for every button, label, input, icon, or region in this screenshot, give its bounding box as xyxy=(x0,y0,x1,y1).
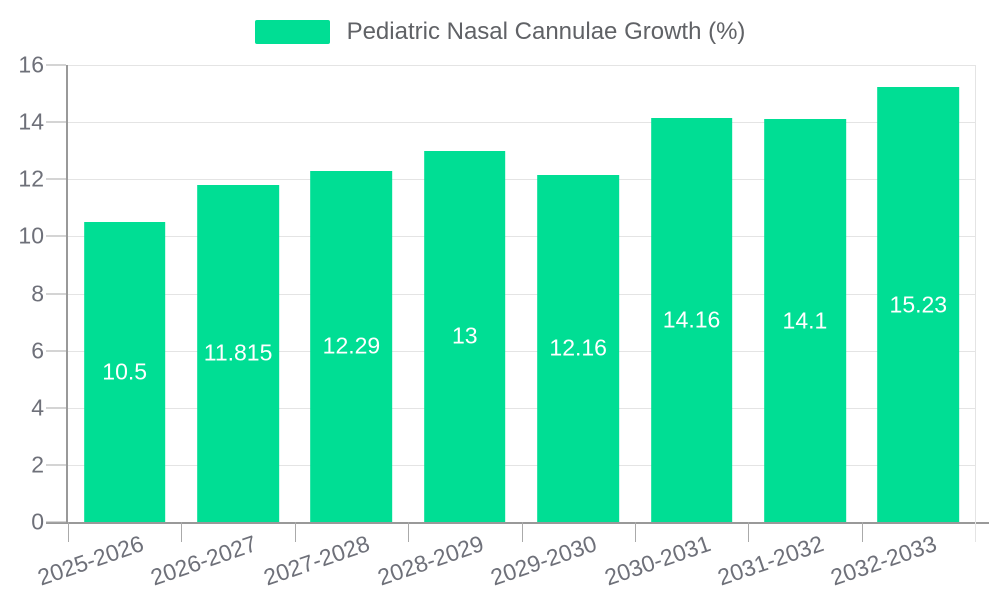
grid-line xyxy=(68,179,975,181)
x-tick xyxy=(408,522,410,542)
bars-layer: 10.5 11.815 12.29 13 12.16 14.16 14.1 15.23 xyxy=(68,65,975,522)
bar[interactable]: 11.815 xyxy=(197,184,279,522)
bar-value-label: 11.815 xyxy=(203,339,273,366)
x-tick xyxy=(294,522,296,542)
bar[interactable]: 15.23 xyxy=(877,87,960,522)
bar-value-label: 12.29 xyxy=(322,332,381,359)
bar-value-label: 10.5 xyxy=(102,358,148,385)
y-tick xyxy=(46,464,66,466)
y-tick xyxy=(46,293,66,294)
bar-value-label: 13 xyxy=(452,322,478,349)
bar[interactable]: 12.29 xyxy=(310,170,393,522)
y-tick xyxy=(46,350,66,352)
grid-line xyxy=(68,464,975,466)
y-tick-label: 0 xyxy=(31,508,44,535)
bar[interactable]: 10.5 xyxy=(83,222,166,522)
x-tick xyxy=(521,522,523,542)
x-tick-label: 2028-2029 xyxy=(374,530,487,591)
bar[interactable]: 14.1 xyxy=(764,119,846,522)
plot-area: 10.5 11.815 12.29 13 12.16 14.16 14.1 15.23 0 2 4… xyxy=(18,53,989,591)
y-tick xyxy=(46,407,66,409)
x-tick xyxy=(181,522,183,542)
y-tick xyxy=(46,235,66,237)
bar-value-label: 14.16 xyxy=(662,306,721,333)
y-tick-label: 2 xyxy=(31,451,44,478)
legend-swatch xyxy=(254,20,330,45)
y-tick xyxy=(46,521,66,523)
y-tick-label: 14 xyxy=(18,108,44,135)
x-axis-line xyxy=(46,522,989,524)
bar-value-label: 14.1 xyxy=(782,307,828,334)
y-tick-label: 4 xyxy=(31,394,44,421)
x-tick xyxy=(748,522,750,542)
grid-line xyxy=(68,236,975,238)
x-tick xyxy=(861,522,863,542)
x-tick-label: 2027-2028 xyxy=(260,530,374,591)
grid-line xyxy=(68,407,975,409)
grid-layer xyxy=(68,65,975,522)
y-tick-label: 8 xyxy=(31,280,44,306)
x-tick xyxy=(634,522,636,542)
y-axis-line xyxy=(66,65,68,522)
y-tick-label: 12 xyxy=(18,165,44,192)
x-tick-label: 2026-2027 xyxy=(147,530,260,591)
plot-right-border xyxy=(975,65,976,542)
axis-labels-layer: 0 2 4 6 8 10 12 14 16 2025-2026 2026-2027 2027-2028… xyxy=(18,53,975,591)
x-tick-label: 2025-2026 xyxy=(34,530,147,591)
x-tick-label: 2029-2030 xyxy=(487,530,601,591)
x-tick xyxy=(68,522,69,542)
bar[interactable]: 13 xyxy=(424,150,506,522)
y-tick xyxy=(46,121,66,123)
x-tick-label: 2030-2031 xyxy=(600,530,714,591)
bar[interactable]: 12.16 xyxy=(537,174,619,522)
grid-line xyxy=(68,350,975,352)
y-tick xyxy=(46,178,66,180)
y-tick xyxy=(46,64,66,66)
y-tick-label: 6 xyxy=(31,337,44,364)
bar[interactable]: 14.16 xyxy=(650,117,733,522)
y-tick-label: 10 xyxy=(18,222,44,249)
x-tick-label: 2032-2033 xyxy=(827,530,941,591)
x-tick-label: 2031-2032 xyxy=(714,530,827,591)
y-tick-label: 16 xyxy=(18,51,44,78)
grid-line xyxy=(68,65,975,66)
grid-line xyxy=(68,293,975,295)
legend[interactable]: Pediatric Nasal Cannulae Growth (%) xyxy=(0,18,1000,47)
legend-label: Pediatric Nasal Cannulae Growth (%) xyxy=(346,18,746,45)
bar-value-label: 12.16 xyxy=(549,334,607,361)
grid-line xyxy=(68,122,975,124)
bar-value-label: 15.23 xyxy=(889,291,948,317)
